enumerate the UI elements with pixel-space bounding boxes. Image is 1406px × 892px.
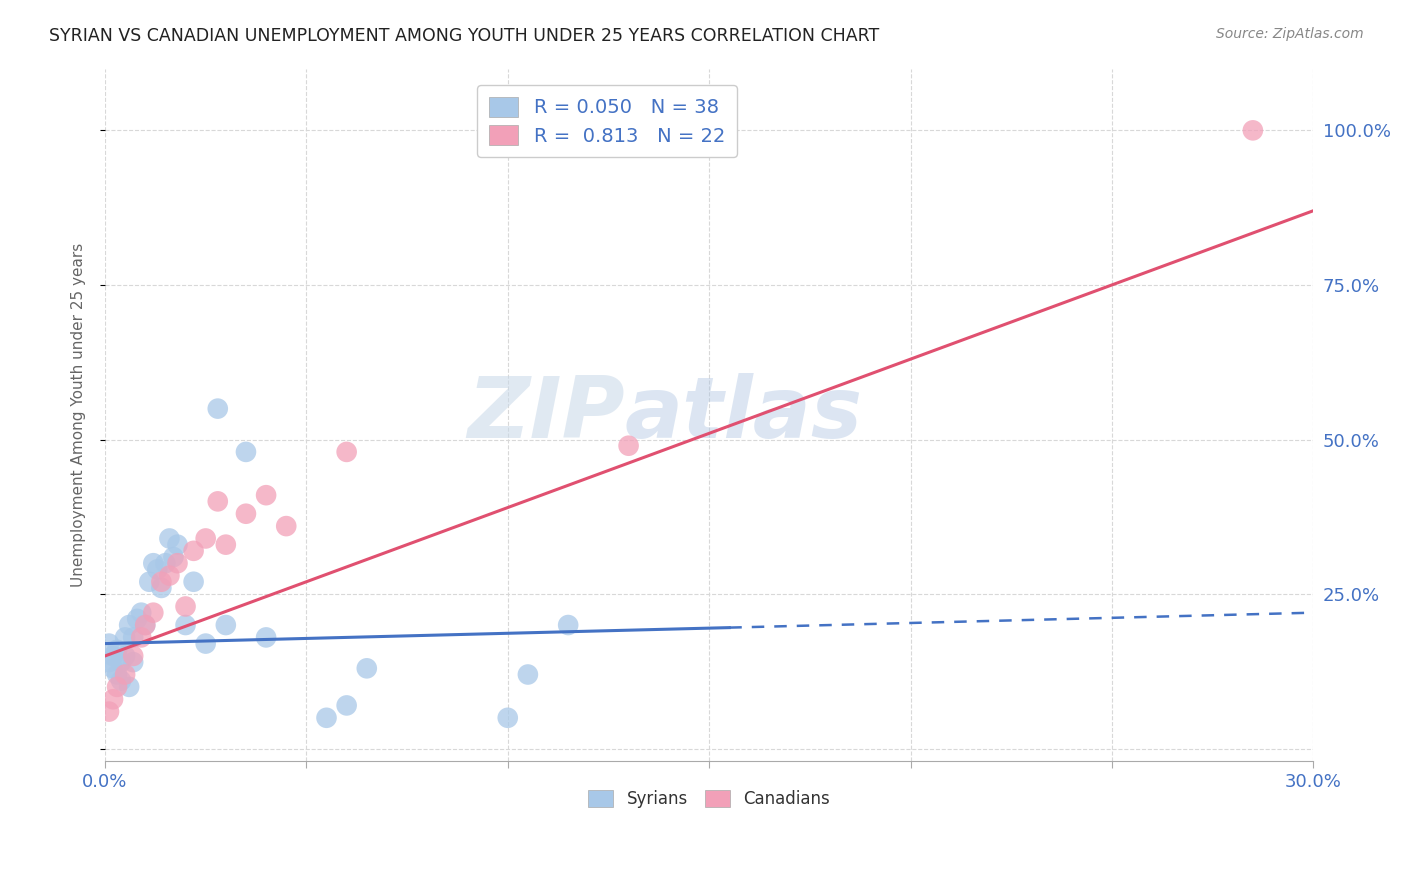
Point bbox=[118, 680, 141, 694]
Point bbox=[207, 494, 229, 508]
Point bbox=[1241, 123, 1264, 137]
Point bbox=[150, 574, 173, 589]
Point bbox=[114, 648, 136, 663]
Point bbox=[235, 445, 257, 459]
Point bbox=[101, 661, 124, 675]
Point bbox=[235, 507, 257, 521]
Point bbox=[122, 648, 145, 663]
Point bbox=[155, 556, 177, 570]
Legend: Syrians, Canadians: Syrians, Canadians bbox=[582, 783, 837, 815]
Text: ZIP: ZIP bbox=[467, 373, 624, 457]
Point bbox=[617, 439, 640, 453]
Point bbox=[166, 556, 188, 570]
Point bbox=[105, 680, 128, 694]
Point bbox=[122, 631, 145, 645]
Point bbox=[254, 631, 277, 645]
Point bbox=[194, 532, 217, 546]
Point bbox=[142, 556, 165, 570]
Point bbox=[114, 667, 136, 681]
Text: Source: ZipAtlas.com: Source: ZipAtlas.com bbox=[1216, 27, 1364, 41]
Point bbox=[356, 661, 378, 675]
Point bbox=[207, 401, 229, 416]
Point bbox=[110, 655, 132, 669]
Point bbox=[183, 574, 205, 589]
Point bbox=[114, 631, 136, 645]
Point bbox=[557, 618, 579, 632]
Point bbox=[138, 574, 160, 589]
Point bbox=[134, 618, 156, 632]
Point bbox=[174, 618, 197, 632]
Point bbox=[159, 532, 181, 546]
Point bbox=[215, 538, 238, 552]
Point bbox=[194, 637, 217, 651]
Point bbox=[134, 618, 156, 632]
Point bbox=[496, 711, 519, 725]
Point bbox=[110, 673, 132, 688]
Text: SYRIAN VS CANADIAN UNEMPLOYMENT AMONG YOUTH UNDER 25 YEARS CORRELATION CHART: SYRIAN VS CANADIAN UNEMPLOYMENT AMONG YO… bbox=[49, 27, 880, 45]
Point bbox=[129, 631, 152, 645]
Point bbox=[105, 667, 128, 681]
Point bbox=[118, 618, 141, 632]
Point bbox=[336, 445, 359, 459]
Point bbox=[174, 599, 197, 614]
Point bbox=[98, 637, 121, 651]
Point bbox=[98, 705, 121, 719]
Point bbox=[101, 648, 124, 663]
Point bbox=[159, 568, 181, 582]
Point bbox=[315, 711, 337, 725]
Point bbox=[254, 488, 277, 502]
Point bbox=[105, 642, 128, 657]
Point bbox=[150, 581, 173, 595]
Point bbox=[142, 606, 165, 620]
Point bbox=[183, 544, 205, 558]
Point bbox=[336, 698, 359, 713]
Point bbox=[166, 538, 188, 552]
Point bbox=[129, 606, 152, 620]
Point bbox=[101, 692, 124, 706]
Y-axis label: Unemployment Among Youth under 25 years: Unemployment Among Youth under 25 years bbox=[72, 243, 86, 587]
Point bbox=[122, 655, 145, 669]
Point bbox=[98, 655, 121, 669]
Point bbox=[215, 618, 238, 632]
Point bbox=[127, 612, 149, 626]
Point bbox=[516, 667, 538, 681]
Text: atlas: atlas bbox=[624, 373, 863, 457]
Point bbox=[162, 549, 184, 564]
Point bbox=[276, 519, 298, 533]
Point bbox=[146, 562, 169, 576]
